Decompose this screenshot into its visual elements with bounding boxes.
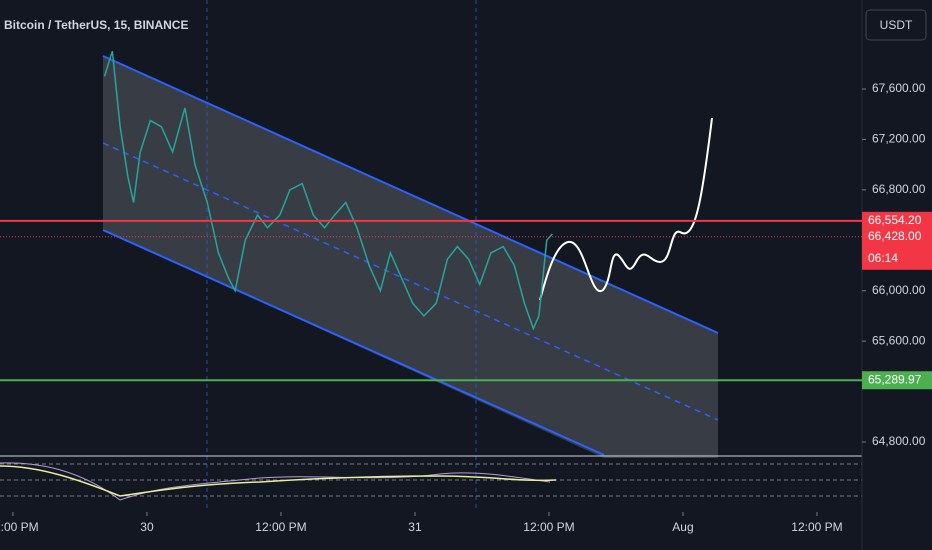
x-tick-label: 12:00 PM <box>255 520 306 534</box>
y-tick-label: 67,200.00 <box>872 132 926 146</box>
channel-top <box>102 55 719 334</box>
countdown: 06:14 <box>868 251 898 265</box>
price-label-box <box>862 371 932 390</box>
projection <box>539 117 713 301</box>
x-tick-label: Aug <box>672 520 693 534</box>
x-tick-label: 12:00 PM <box>791 520 842 534</box>
channel-mid <box>102 142 719 421</box>
price-label: 66,428.00 <box>868 229 922 243</box>
chart-title: Bitcoin / TetherUS, 15, BINANCE <box>4 18 188 32</box>
y-tick-label: 66,800.00 <box>872 182 926 196</box>
rsi-line <box>0 462 551 501</box>
plot <box>103 50 553 331</box>
y-tick-label: 67,600.00 <box>872 81 926 95</box>
price-label-box <box>862 211 932 230</box>
channel-bottom <box>102 229 605 456</box>
rsi-ma <box>0 465 557 497</box>
x-tick-label: 12:00 PM <box>523 520 574 534</box>
currency-label[interactable]: USDT <box>880 18 913 32</box>
y-tick-label: 66,000.00 <box>872 283 926 297</box>
y-tick-label: 65,600.00 <box>872 333 926 347</box>
price-label: 66,554.20 <box>868 213 922 227</box>
y-tick-label: 64,800.00 <box>872 434 926 448</box>
price-line <box>103 50 553 331</box>
x-tick-label: 12:00 PM <box>0 520 39 534</box>
currency-button[interactable] <box>865 9 927 41</box>
channel-fill <box>103 56 718 458</box>
price-label: 65,289.97 <box>868 372 922 386</box>
price-label-box <box>862 227 932 270</box>
x-tick-label: 30 <box>140 520 154 534</box>
x-tick-label: 31 <box>408 520 422 534</box>
